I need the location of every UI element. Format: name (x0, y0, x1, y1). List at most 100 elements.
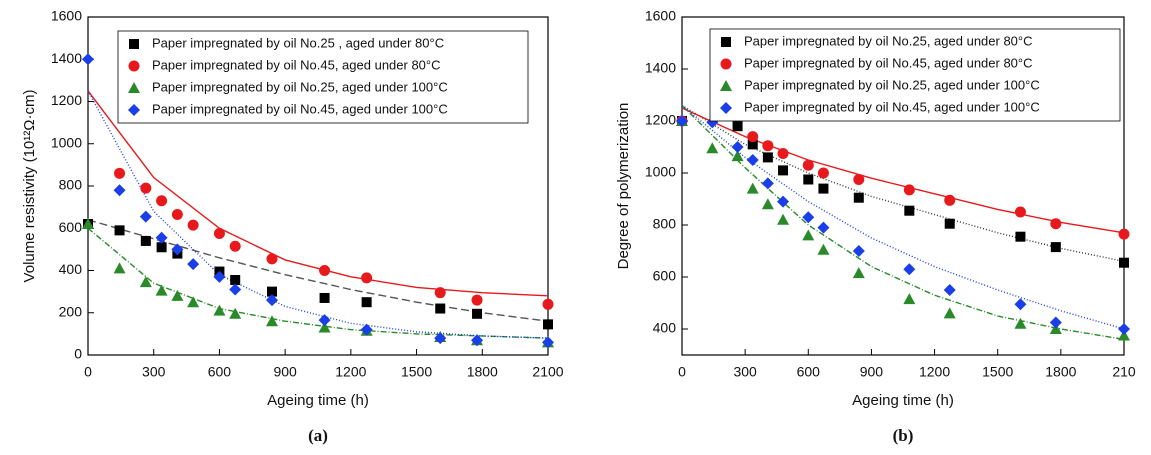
marker (267, 286, 277, 297)
x-tick-label: 1500 (401, 364, 432, 380)
marker (943, 307, 956, 319)
marker (1049, 316, 1062, 329)
marker (817, 167, 829, 179)
fit-line (681, 104, 1125, 341)
marker (140, 182, 152, 194)
marker (944, 194, 956, 206)
marker (853, 192, 864, 203)
marker (746, 154, 759, 166)
marker (761, 198, 774, 210)
x-tick-label: 210 (1112, 364, 1136, 380)
marker (213, 270, 226, 283)
marker (187, 219, 199, 231)
marker (543, 319, 553, 330)
marker (731, 141, 744, 153)
y-tick-label: 600 (653, 268, 677, 284)
y-axis-label: Volume resistivity (10¹²Ω·cm) (21, 90, 38, 283)
marker (817, 221, 830, 234)
legend-label: Paper impregnated by oil No.25, aged und… (744, 33, 1033, 48)
legend-box (709, 28, 1121, 122)
legend-marker (721, 37, 731, 47)
marker (156, 195, 168, 207)
marker (213, 228, 225, 240)
marker (113, 184, 126, 197)
marker (1014, 206, 1026, 218)
marker (852, 267, 865, 279)
x-tick-label: 600 (208, 364, 232, 380)
marker (802, 211, 815, 224)
marker (435, 303, 446, 314)
marker (82, 53, 94, 66)
y-tick-label: 400 (59, 261, 83, 277)
marker (903, 184, 915, 196)
legend-label: Paper impregnated by oil No.25 , aged un… (152, 35, 444, 50)
legend-label: Paper impregnated by oil No.45, aged und… (152, 101, 448, 116)
legend-marker (129, 39, 139, 49)
fit-line (681, 104, 1125, 263)
legend-label: Paper impregnated by oil No.45, aged und… (744, 55, 1033, 70)
x-tick-label: 300 (733, 364, 757, 380)
y-tick-label: 800 (59, 177, 83, 193)
marker (1050, 242, 1061, 253)
y-tick-label: 1200 (51, 92, 82, 108)
marker (943, 284, 956, 296)
marker (1119, 257, 1129, 268)
marker (139, 210, 152, 223)
marker (229, 307, 242, 319)
x-tick-label: 600 (797, 364, 821, 380)
marker (171, 243, 184, 256)
marker (731, 150, 744, 162)
marker (746, 182, 759, 194)
marker (361, 272, 373, 284)
y-tick-label: 200 (59, 303, 83, 319)
marker (82, 218, 94, 230)
marker (777, 213, 790, 225)
marker (777, 148, 789, 159)
marker (266, 253, 278, 265)
marker (1014, 298, 1027, 311)
legend-marker (720, 102, 732, 114)
marker (676, 115, 688, 127)
y-tick-label: 600 (59, 219, 83, 235)
marker (762, 140, 774, 152)
legend-label: Paper impregnated by oil No.45, aged und… (152, 57, 441, 72)
x-axis-label: Ageing time (h) (267, 392, 369, 409)
marker (803, 174, 814, 185)
y-tick-label: 1600 (645, 8, 676, 24)
y-tick-label: 400 (653, 320, 677, 336)
marker (155, 284, 168, 296)
panel-caption: (a) (308, 426, 328, 445)
x-tick-label: 1200 (919, 364, 950, 380)
marker (818, 183, 829, 194)
x-tick-label: 1800 (467, 364, 498, 380)
marker (266, 294, 278, 307)
marker (1014, 317, 1027, 329)
marker (360, 323, 373, 336)
marker (853, 174, 865, 185)
marker (471, 294, 483, 306)
marker (229, 240, 241, 252)
marker (852, 245, 865, 257)
x-tick-label: 900 (273, 364, 297, 380)
x-tick-label: 300 (142, 364, 166, 380)
marker (747, 131, 759, 143)
marker (361, 297, 372, 308)
y-tick-label: 1400 (645, 60, 676, 76)
fit-line (681, 104, 1125, 330)
marker (732, 121, 743, 132)
marker (319, 265, 331, 276)
x-tick-label: 900 (860, 364, 884, 380)
panel-caption: (b) (893, 426, 914, 445)
x-tick-label: 0 (84, 364, 92, 380)
y-axis-label: Degree of polymerization (615, 103, 632, 270)
marker (471, 334, 484, 347)
legend-label: Paper impregnated by oil No.45, aged und… (744, 99, 1040, 114)
x-tick-label: 0 (678, 364, 686, 380)
marker (434, 287, 446, 299)
y-tick-label: 1000 (645, 164, 676, 180)
marker (140, 235, 151, 246)
marker (139, 276, 152, 288)
marker (761, 177, 774, 190)
